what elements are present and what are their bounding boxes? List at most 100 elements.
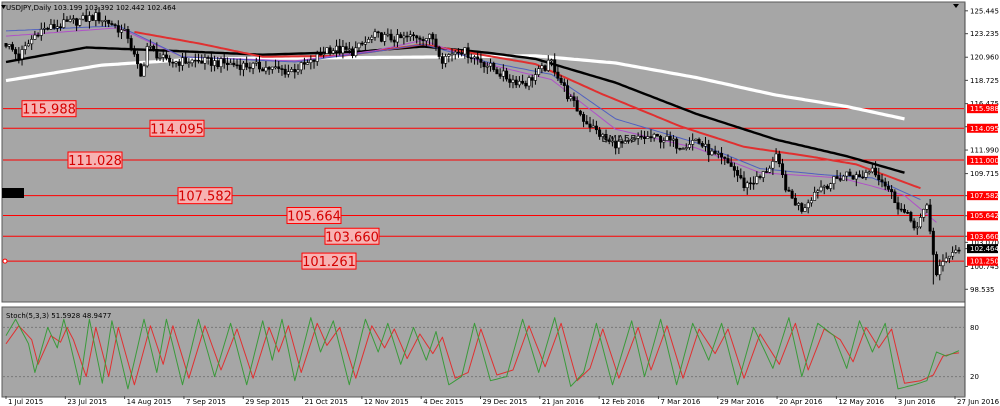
candle-body — [858, 174, 862, 178]
candle-body — [408, 34, 412, 38]
candle-body — [886, 185, 890, 190]
candle-body — [832, 176, 836, 184]
candle-body — [389, 33, 393, 41]
candle-body — [418, 37, 422, 40]
candle-body — [764, 171, 768, 173]
candle-body — [774, 153, 778, 162]
candle-body — [652, 133, 656, 139]
candle-body — [309, 59, 313, 63]
candle-body — [941, 261, 945, 267]
price-marker-label: 107.582 — [970, 192, 999, 200]
price-tick-label: 109.715 — [970, 170, 999, 178]
candle-body — [444, 56, 448, 64]
candle-body — [848, 171, 852, 176]
candle-body — [84, 15, 88, 22]
candle-body — [781, 163, 785, 175]
candle-body — [412, 34, 416, 37]
time-tick-label: 27 Jun 2016 — [957, 398, 1000, 406]
candle-body — [405, 35, 409, 38]
stochastic-label: Stoch(5,3,3) 51.5928 48.9477 — [6, 312, 111, 320]
candlesticks — [4, 7, 961, 285]
candle-body — [726, 158, 730, 164]
time-tick-label: 14 Aug 2015 — [127, 398, 172, 406]
candle-body — [55, 26, 59, 29]
time-tick-label: 3 Jun 2016 — [898, 398, 936, 406]
candle-body — [299, 62, 303, 71]
chevron-down-icon[interactable] — [1, 5, 6, 9]
candle-body — [286, 71, 290, 75]
candle-body — [225, 62, 229, 65]
candle-body — [145, 46, 149, 67]
candle-body — [954, 249, 958, 253]
candle-body — [813, 191, 817, 201]
candle-body — [893, 191, 897, 204]
level-label-box — [286, 207, 342, 225]
level-label-box — [301, 252, 357, 270]
stoch-signal-path — [5, 322, 960, 386]
price-marker-box — [967, 244, 998, 254]
candle-body — [517, 80, 521, 86]
candle-body — [906, 212, 910, 214]
candle-body — [46, 27, 50, 30]
price-marker-label: 105.642 — [970, 212, 999, 220]
candle-body — [809, 200, 813, 204]
price-tick-label: 100.745 — [970, 263, 999, 271]
candle-body — [440, 56, 444, 64]
candle-body — [739, 175, 743, 179]
candle-body — [49, 24, 53, 30]
candle-body — [36, 34, 40, 37]
candle-body — [880, 179, 884, 183]
candle-body — [203, 57, 207, 64]
candle-body — [386, 33, 390, 36]
candle-body — [91, 15, 95, 21]
time-tick-label: 20 Apr 2016 — [779, 398, 823, 406]
candle-body — [187, 62, 191, 65]
candle-body — [277, 66, 281, 69]
candle-body — [370, 36, 374, 40]
candle-body — [17, 53, 21, 60]
symbol-label: USDJPY,Daily — [6, 4, 51, 12]
candle-body — [379, 32, 383, 42]
candle-body — [383, 34, 387, 42]
candle-body — [562, 82, 566, 86]
candle-body — [748, 182, 752, 185]
candle-body — [845, 171, 849, 177]
candle-body — [944, 257, 948, 262]
candle-body — [639, 135, 643, 138]
candle-body — [136, 53, 140, 65]
candle-body — [248, 66, 252, 69]
candle-body — [155, 49, 159, 59]
candle-body — [65, 19, 69, 22]
candle-body — [290, 69, 294, 72]
candle-body — [267, 67, 271, 70]
time-tick-label: 12 Nov 2015 — [364, 398, 409, 406]
candle-body — [697, 138, 701, 144]
scroll-marker-icon[interactable] — [953, 4, 959, 8]
time-tick-label: 12 Feb 2016 — [601, 398, 645, 406]
time-tick-label: 29 Mar 2016 — [720, 398, 765, 406]
candle-body — [206, 57, 210, 59]
price-tick-label: 103.070 — [970, 239, 999, 247]
candle-body — [20, 49, 24, 60]
candle-body — [180, 57, 184, 66]
candle-body — [139, 63, 143, 77]
candle-body — [925, 204, 929, 210]
candle-body — [373, 31, 377, 38]
candle-body — [392, 39, 396, 43]
candle-body — [800, 203, 804, 212]
candle-body — [335, 45, 339, 51]
candle-body — [710, 150, 714, 156]
stochastic-panel[interactable] — [1, 306, 966, 398]
candle-body — [222, 58, 226, 64]
candle-body — [274, 66, 278, 69]
candle-body — [819, 186, 823, 192]
candle-body — [643, 136, 647, 139]
candle-body — [193, 59, 197, 62]
candle-body — [296, 69, 300, 73]
candle-body — [338, 45, 342, 54]
candle-body — [39, 28, 43, 36]
level-label: 105.664 — [287, 210, 341, 225]
candle-body — [164, 54, 168, 59]
